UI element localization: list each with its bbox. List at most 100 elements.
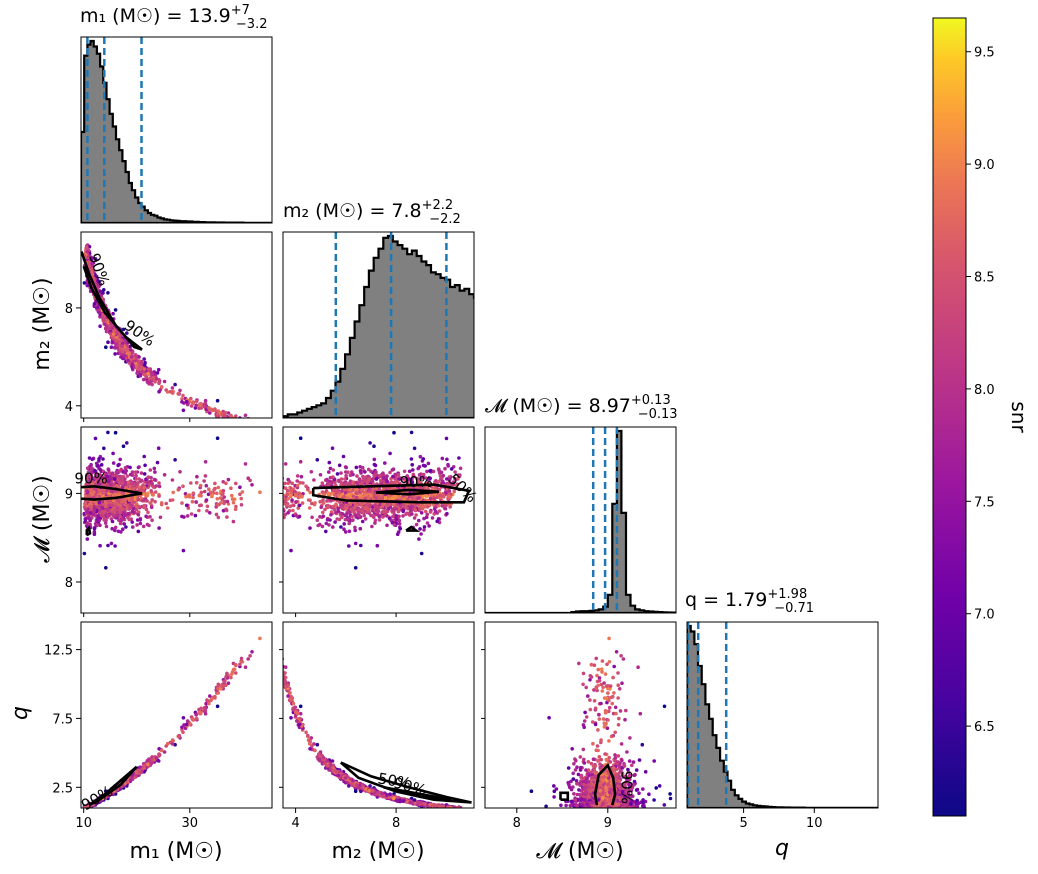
scatter-point [142, 472, 147, 476]
scatter-point [278, 483, 282, 487]
scatter-point [229, 413, 233, 418]
scatter-point [108, 499, 112, 504]
scatter-point [109, 541, 114, 546]
scatter-point [139, 479, 144, 483]
scatter-point [103, 480, 107, 485]
scatter-point [250, 483, 254, 487]
scatter-point [369, 513, 373, 518]
scatter-point [258, 490, 262, 495]
scatter-point [176, 392, 181, 396]
scatter-point [332, 507, 337, 512]
scatter-point [230, 497, 235, 501]
scatter-point [296, 506, 301, 510]
scatter-point [136, 465, 141, 470]
scatter-point [150, 382, 154, 387]
scatter-point [123, 482, 127, 487]
scatter-point [401, 494, 405, 499]
scatter-point [111, 311, 115, 316]
scatter-point [449, 467, 454, 471]
scatter-point [103, 521, 108, 525]
title-chirp-main: 𝓜 (M☉) = 8.97 [485, 395, 631, 417]
scatter-point [142, 454, 146, 459]
scatter-point [385, 479, 390, 484]
scatter-point [298, 480, 302, 485]
scatter-point [144, 477, 148, 482]
scatter-point [455, 477, 460, 481]
scatter-point [396, 530, 401, 534]
scatter-point [113, 352, 117, 356]
title-q: q = 1.79+1.98 −0.71 [685, 587, 814, 616]
scatter-point [208, 490, 213, 495]
scatter-point [421, 457, 426, 461]
scatter-point [148, 515, 152, 519]
scatter-point [428, 496, 433, 501]
scatter-point [436, 467, 441, 471]
scatter-point [111, 332, 116, 336]
scatter-point [342, 522, 347, 526]
scatter-panel-m2-chirp_mass [275, 426, 475, 614]
scatter-point [448, 477, 452, 482]
scatter-point [230, 493, 234, 498]
scatter-point [397, 522, 402, 526]
scatter-point [360, 465, 365, 470]
scatter-point [418, 473, 422, 477]
scatter-point [419, 476, 423, 481]
scatter-point [157, 526, 161, 530]
scatter-point [130, 520, 134, 524]
scatter-point [306, 487, 310, 492]
scatter-point [318, 522, 322, 527]
scatter-point [258, 422, 262, 426]
scatter-point [297, 491, 302, 496]
scatter-point [289, 548, 293, 553]
scatter-point [198, 493, 202, 497]
scatter-point [86, 493, 91, 498]
scatter-point [121, 470, 125, 474]
scatter-point [275, 490, 279, 494]
scatter-point [432, 497, 437, 501]
scatter-point [137, 367, 141, 372]
scatter-point [318, 499, 323, 504]
scatter-point [157, 377, 161, 382]
scatter-point [105, 508, 110, 512]
scatter-point [220, 412, 224, 416]
scatter-point [353, 528, 358, 533]
scatter-point [136, 529, 141, 534]
scatter-point [90, 272, 95, 277]
scatter-point [360, 507, 364, 511]
scatter-point [347, 510, 352, 515]
scatter-point [156, 446, 161, 451]
scatter-point [402, 469, 407, 474]
scatter-point [197, 508, 201, 513]
scatter-point [104, 524, 109, 529]
scatter-point [214, 512, 219, 517]
scatter-point [439, 470, 444, 475]
scatter-point [122, 522, 126, 526]
scatter-point [342, 487, 347, 492]
scatter-point [117, 518, 121, 523]
scatter-point [347, 529, 352, 534]
scatter-point [373, 518, 378, 523]
scatter-point [190, 499, 195, 504]
scatter-point [142, 357, 146, 361]
scatter-point [454, 484, 459, 488]
scatter-point [111, 451, 115, 456]
scatter-point [180, 514, 184, 519]
scatter-point [401, 514, 405, 518]
scatter-point [128, 506, 132, 511]
scatter-point [312, 478, 316, 482]
scatter-point [394, 473, 398, 477]
scatter-point [208, 411, 212, 415]
scatter-point [145, 480, 149, 485]
scatter-point [448, 505, 452, 509]
scatter-point [150, 518, 154, 522]
scatter-point [368, 489, 372, 493]
scatter-point [362, 513, 367, 518]
scatter-point [155, 371, 160, 375]
scatter-point [128, 465, 132, 470]
title-m1-sub: −3.2 [236, 17, 268, 32]
scatter-point [122, 354, 127, 358]
scatter-point [180, 400, 184, 404]
scatter-point [131, 525, 135, 529]
title-chirp-sup: +0.13 [631, 393, 671, 408]
scatter-point [327, 523, 331, 527]
